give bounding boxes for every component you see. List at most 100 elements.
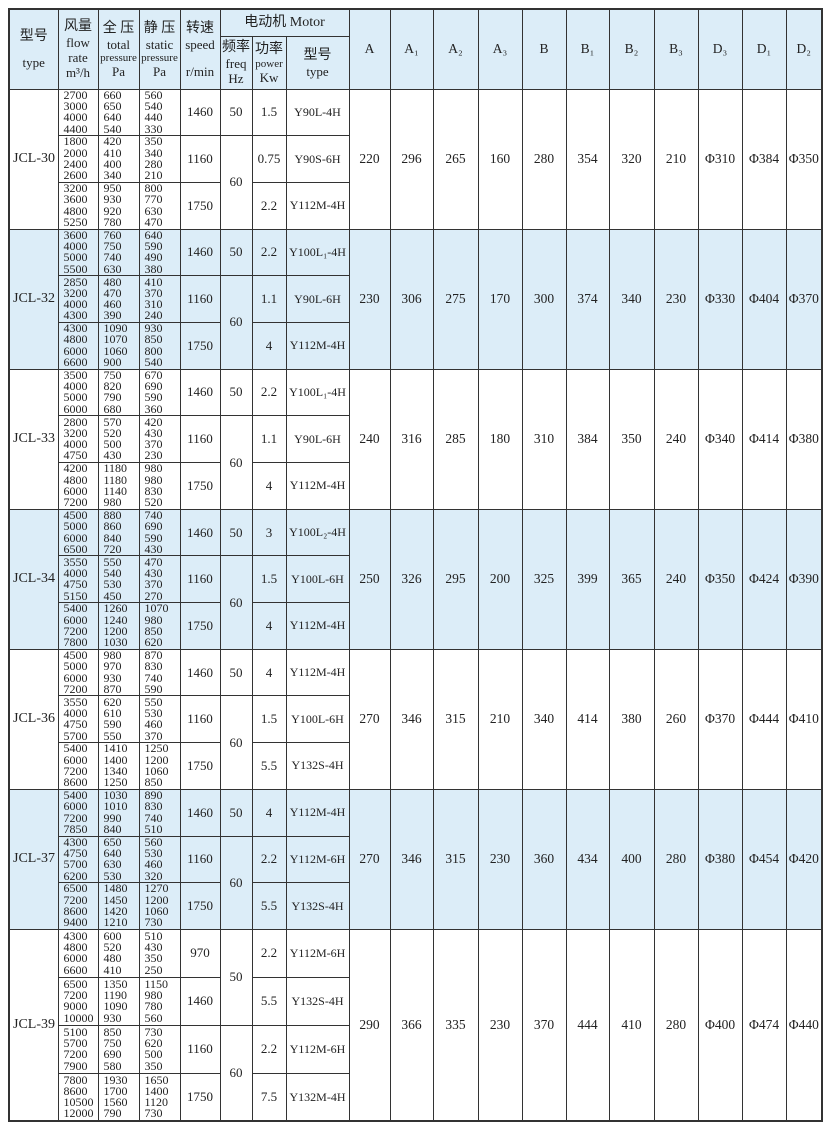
flow-rate-cell-value: 6000 [63,612,88,627]
total-pressure-cell: 880 860 840 720 [97,508,140,557]
flow-rate-cell-value: 5000 [63,250,88,265]
static-pressure-cell-value: 730 [144,1024,163,1039]
flow-rate-cell-value: 5700 [63,1036,88,1051]
static-pressure-cell: 1250 1200 1060 850 [138,742,181,790]
power-cell: 7.5 [251,1072,287,1122]
dimension-cell: 340 [521,648,567,790]
static-pressure-cell: 870 830 740 590 [138,648,181,697]
total-pressure-cell-value: 930 [103,670,122,685]
static-pressure-cell: 930 850 800 540 [138,321,181,370]
flow-rate-cell-value: 5400 [63,601,88,616]
table-row: JCL-30 2700 3000 4000 4400 660 650 640 540 560 540… [8,87,823,230]
flow-rate-cell-value: 3200 [63,285,88,300]
flow-rate-cell-value: 5100 [63,1024,88,1039]
flow-rate-cell-value: 3500 [63,367,88,382]
dimension-cell: 306 [389,228,434,370]
static-pressure-cell-value: 340 [144,145,163,160]
dimension-cell: 410 [608,928,655,1122]
flow-rate-cell-value: 5400 [63,741,88,756]
speed-cell: 1160 [179,1024,221,1074]
static-pressure-cell-value: 850 [144,775,163,790]
motor-type-cell: Y112M-4H [285,321,350,370]
static-pressure-cell-value: 250 [144,962,163,977]
dimension-cell: Φ384 [741,88,787,230]
header-dim: D₁ [741,8,787,90]
table-row: 4200 4800 6000 7200 1180 1180 1140 980 980 980 830… [9,462,822,510]
flow-rate-cell-value: 4750 [63,846,88,861]
dimension-cell: Φ440 [785,928,823,1122]
table-row: 7800 8600 10500 12000 1930 1700 1560 790 1650 140… [9,1072,822,1122]
static-pressure-cell-value: 1060 [144,904,169,919]
flow-rate-cell-value: 2700 [63,87,88,102]
static-pressure-cell-value: 930 [144,321,163,336]
header-total: 全 压 total pressure Pa [97,8,140,90]
total-pressure-cell-value: 950 [103,181,122,196]
dimension-cell: 270 [348,788,391,930]
flow-rate-cell-value: 4500 [63,507,88,522]
power-cell: 2.2 [251,928,287,978]
total-pressure-cell-value: 660 [103,87,122,102]
motor-type-cell: Y100L-6H [285,695,350,744]
header-freq: 频率 freq Hz [219,35,253,90]
power-cell: 4 [251,321,287,370]
static-pressure-cell-value: 780 [144,999,163,1014]
dimension-cell: Φ350 [697,508,743,650]
dimension-cell: Φ410 [785,648,823,790]
dimension-cell: 230 [477,928,523,1122]
dimension-cell: Φ414 [741,368,787,510]
header-total-en2: pressure [100,51,137,64]
flow-rate-cell-value: 4500 [63,648,88,662]
flow-rate-cell-value: 6200 [63,868,88,883]
flow-rate-cell-value: 5400 [63,788,88,803]
static-pressure-cell-value: 510 [144,821,163,836]
flow-rate-cell: 3200 3600 4800 5250 [57,181,99,230]
flow-rate-cell-value: 7900 [63,1058,88,1073]
total-pressure-cell-value: 480 [103,274,122,289]
dimension-cell: 335 [432,928,479,1122]
total-pressure-cell-value: 400 [103,157,122,172]
speed-cell: 1750 [179,321,221,370]
static-pressure-cell-value: 380 [144,261,163,276]
static-pressure-cell-value: 870 [144,648,163,662]
static-pressure-cell-value: 1070 [144,601,169,616]
flow-rate-cell-value: 4000 [63,705,88,720]
static-pressure-cell: 800 770 630 470 [138,181,181,230]
total-pressure-cell-value: 1250 [103,775,128,790]
header-speed-cn: 转速 [186,20,214,36]
speed-cell: 970 [179,928,221,978]
static-pressure-cell-value: 550 [144,694,163,709]
static-pressure-cell-value: 850 [144,332,163,347]
flow-rate-cell-value: 9400 [63,915,88,930]
flow-rate-cell-value: 7200 [63,988,88,1003]
power-cell: 1.5 [251,88,287,137]
dimension-cell: 160 [477,88,523,230]
header-static-cn: 静 压 [143,20,176,36]
static-pressure-cell-value: 540 [144,99,163,114]
dimension-cell: 280 [521,88,567,230]
dimension-cell: 200 [477,508,523,650]
total-pressure-cell-value: 1180 [103,472,128,487]
power-cell: 4 [251,602,287,650]
static-pressure-cell-value: 460 [144,857,163,872]
total-pressure-cell-value: 1010 [103,799,128,814]
static-pressure-cell-value: 430 [144,940,163,955]
static-pressure-cell-value: 830 [144,799,163,814]
table-header: 型号 type 风量 flow rate m³/h 全 压 total pressure Pa… [8,8,823,90]
power-cell: 1.1 [251,275,287,323]
power-cell: 1.1 [251,415,287,463]
table-row: JCL-32 3600 4000 5000 5500 760 750 740 630 640 590… [8,228,823,370]
static-pressure-cell-value: 800 [144,181,163,196]
flow-rate-cell-value: 3550 [63,554,88,569]
motor-type-cell: Y100L₁-4H [285,368,350,417]
static-pressure-cell-value: 590 [144,681,163,696]
static-pressure-cell-value: 560 [144,1010,163,1025]
motor-type-cell: Y100L₂-4H [285,508,350,557]
total-pressure-cell-value: 650 [103,99,122,114]
motor-type-cell: Y112M-4H [285,462,350,510]
total-pressure-cell-value: 840 [103,530,122,545]
total-pressure-cell-value: 900 [103,355,122,370]
motor-type-cell: Y132M-4H [285,1072,350,1122]
flow-rate-cell: 4300 4800 6000 6600 [57,321,99,370]
total-pressure-cell-value: 980 [103,495,122,510]
flow-rate-cell-value: 7200 [63,1047,88,1062]
